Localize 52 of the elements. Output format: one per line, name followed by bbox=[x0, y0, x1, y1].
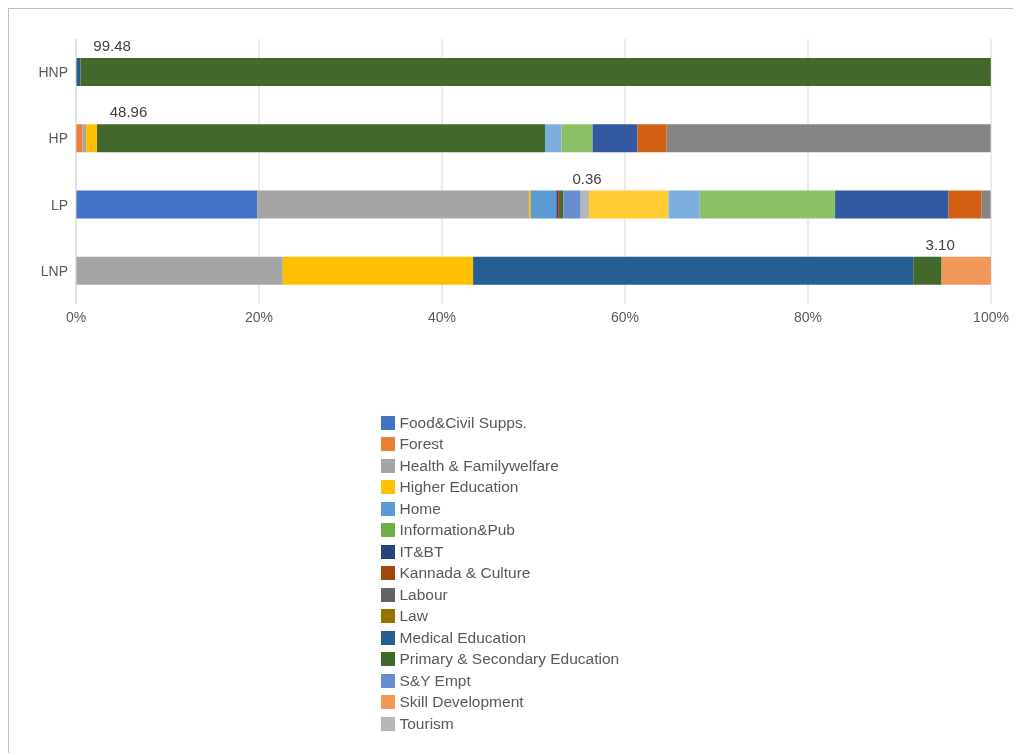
bar bbox=[530, 190, 557, 219]
bar bbox=[473, 256, 914, 285]
y-tick-label: HP bbox=[48, 130, 68, 147]
legend-label: S&Y Empt bbox=[399, 671, 471, 690]
bar bbox=[981, 190, 991, 219]
legend-label: Forest bbox=[399, 435, 444, 454]
bar bbox=[941, 256, 991, 285]
legend-label: Kannada & Culture bbox=[399, 564, 531, 583]
bar bbox=[668, 190, 700, 219]
bar bbox=[257, 190, 529, 219]
y-tick-label: LNP bbox=[40, 262, 68, 279]
legend-label: Food&Civil Supps. bbox=[399, 413, 528, 432]
legend-label: Tourism bbox=[399, 714, 454, 733]
x-tick-label: 0% bbox=[65, 308, 87, 325]
bar bbox=[948, 190, 982, 219]
data-label: 0.36 bbox=[572, 169, 602, 187]
bar bbox=[561, 124, 593, 153]
bar bbox=[580, 190, 589, 219]
bar bbox=[76, 190, 258, 219]
legend-label: Information&Pub bbox=[399, 521, 515, 540]
bar bbox=[82, 124, 87, 153]
x-tick-label: 40% bbox=[427, 308, 457, 325]
legend-label: Labour bbox=[399, 585, 448, 604]
legend-label: Primary & Secondary Education bbox=[399, 650, 620, 669]
bar bbox=[699, 190, 836, 219]
data-label: 99.48 bbox=[93, 37, 131, 54]
bar bbox=[76, 256, 283, 285]
legend-label: Law bbox=[399, 607, 428, 626]
bar bbox=[637, 124, 667, 153]
x-tick-label: 20% bbox=[244, 308, 274, 325]
bar bbox=[835, 190, 949, 219]
bar bbox=[592, 124, 638, 153]
x-tick-label: 60% bbox=[610, 308, 640, 325]
y-tick-label: LP bbox=[50, 196, 68, 213]
x-tick-label: 100% bbox=[973, 308, 1009, 325]
bar bbox=[80, 58, 991, 86]
bar bbox=[86, 124, 98, 153]
bar bbox=[545, 124, 562, 153]
x-tick-label: 80% bbox=[793, 308, 823, 325]
bar bbox=[666, 124, 991, 153]
legend-label: IT&BT bbox=[399, 542, 444, 561]
legend-label: Health & Familywelfare bbox=[399, 456, 559, 475]
bar bbox=[588, 190, 669, 219]
legend-label: Medical Education bbox=[399, 628, 527, 647]
bar bbox=[282, 256, 474, 285]
bar bbox=[97, 124, 546, 153]
legend-label: Higher Education bbox=[399, 478, 519, 497]
data-label: 48.96 bbox=[109, 103, 148, 121]
data-label: 3.10 bbox=[925, 235, 955, 253]
y-tick-label: HNP bbox=[38, 64, 68, 81]
legend-label: Home bbox=[399, 499, 441, 518]
legend-label: Skill Development bbox=[399, 693, 524, 712]
